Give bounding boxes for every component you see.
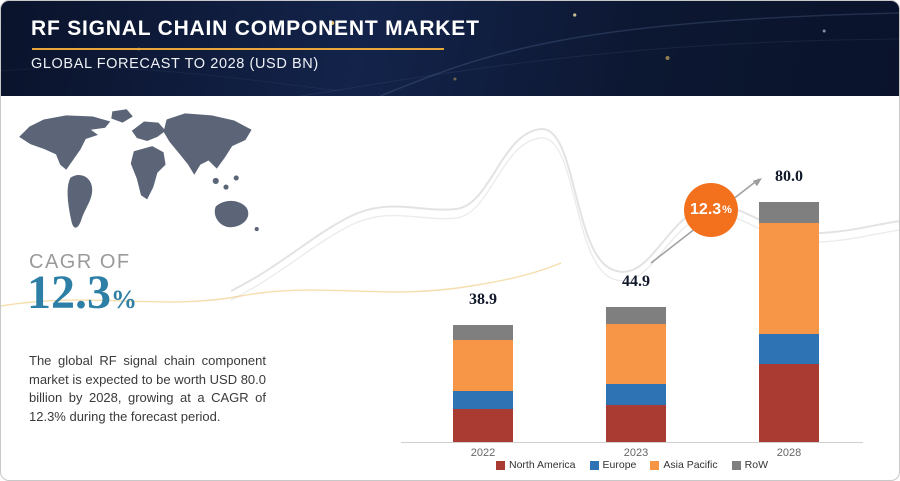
- legend-label: North America: [508, 459, 576, 471]
- legend-item-europe: Europe: [589, 459, 637, 471]
- chart-legend: North America Europe Asia Pacific RoW: [401, 459, 863, 471]
- legend-label: Asia Pacific: [663, 459, 718, 471]
- segment-row: [606, 307, 666, 324]
- stacked-bar-2028: [759, 202, 819, 442]
- world-map-icon: [19, 109, 259, 232]
- x-axis-labels: 2022 2023 2028: [401, 447, 863, 461]
- legend-swatch: [495, 460, 505, 470]
- header-banner: RF SIGNAL CHAIN COMPONENT MARKET GLOBAL …: [1, 1, 899, 96]
- legend-item-asia-pacific: Asia Pacific: [650, 459, 718, 471]
- page-subtitle: GLOBAL FORECAST TO 2028 (USD BN): [31, 56, 319, 72]
- segment-europe: [759, 334, 819, 364]
- cagr-percent-sign: %: [111, 285, 137, 314]
- segment-row: [759, 202, 819, 223]
- stacked-bar-2023: [606, 307, 666, 442]
- segment-asia-pacific: [606, 323, 666, 384]
- legend-item-row: RoW: [731, 459, 768, 471]
- cagr-value: 12.3%: [27, 266, 137, 320]
- legend-label: Europe: [602, 459, 637, 471]
- world-map: [13, 105, 269, 261]
- segment-row: [453, 325, 513, 340]
- segment-europe: [453, 391, 513, 409]
- total-label-2022: 38.9: [469, 291, 497, 309]
- cagr-badge: 12.3%: [684, 183, 738, 237]
- page-title: RF SIGNAL CHAIN COMPONENT MARKET: [31, 17, 480, 40]
- x-axis-line: [401, 442, 863, 443]
- badge-percent-sign: %: [722, 204, 732, 216]
- legend-swatch: [589, 460, 599, 470]
- legend-swatch: [731, 460, 741, 470]
- x-tick-2028: 2028: [776, 447, 802, 459]
- legend-item-north-america: North America: [495, 459, 576, 471]
- stacked-bar-2022: [453, 325, 513, 442]
- total-label-2028: 80.0: [775, 168, 803, 185]
- badge-number: 12.3: [690, 201, 722, 218]
- legend-swatch: [650, 460, 660, 470]
- segment-north-america: [759, 364, 819, 442]
- segment-asia-pacific: [759, 223, 819, 334]
- header-text-block: RF SIGNAL CHAIN COMPONENT MARKET GLOBAL …: [31, 17, 480, 72]
- bar-plot: 38.9 44.9 80.0: [401, 151, 863, 442]
- legend-label: RoW: [744, 459, 768, 471]
- segment-asia-pacific: [453, 340, 513, 391]
- cagr-label: CAGR OF: [29, 251, 131, 273]
- segment-europe: [606, 383, 666, 405]
- segment-north-america: [453, 409, 513, 442]
- cagr-number: 12.3: [27, 266, 111, 319]
- total-label-2023: 44.9: [622, 273, 650, 291]
- title-underline: [32, 48, 444, 50]
- market-description: The global RF signal chain component mar…: [29, 353, 267, 424]
- x-tick-2022: 2022: [470, 447, 496, 459]
- segment-north-america: [606, 404, 666, 442]
- x-tick-2023: 2023: [623, 447, 649, 459]
